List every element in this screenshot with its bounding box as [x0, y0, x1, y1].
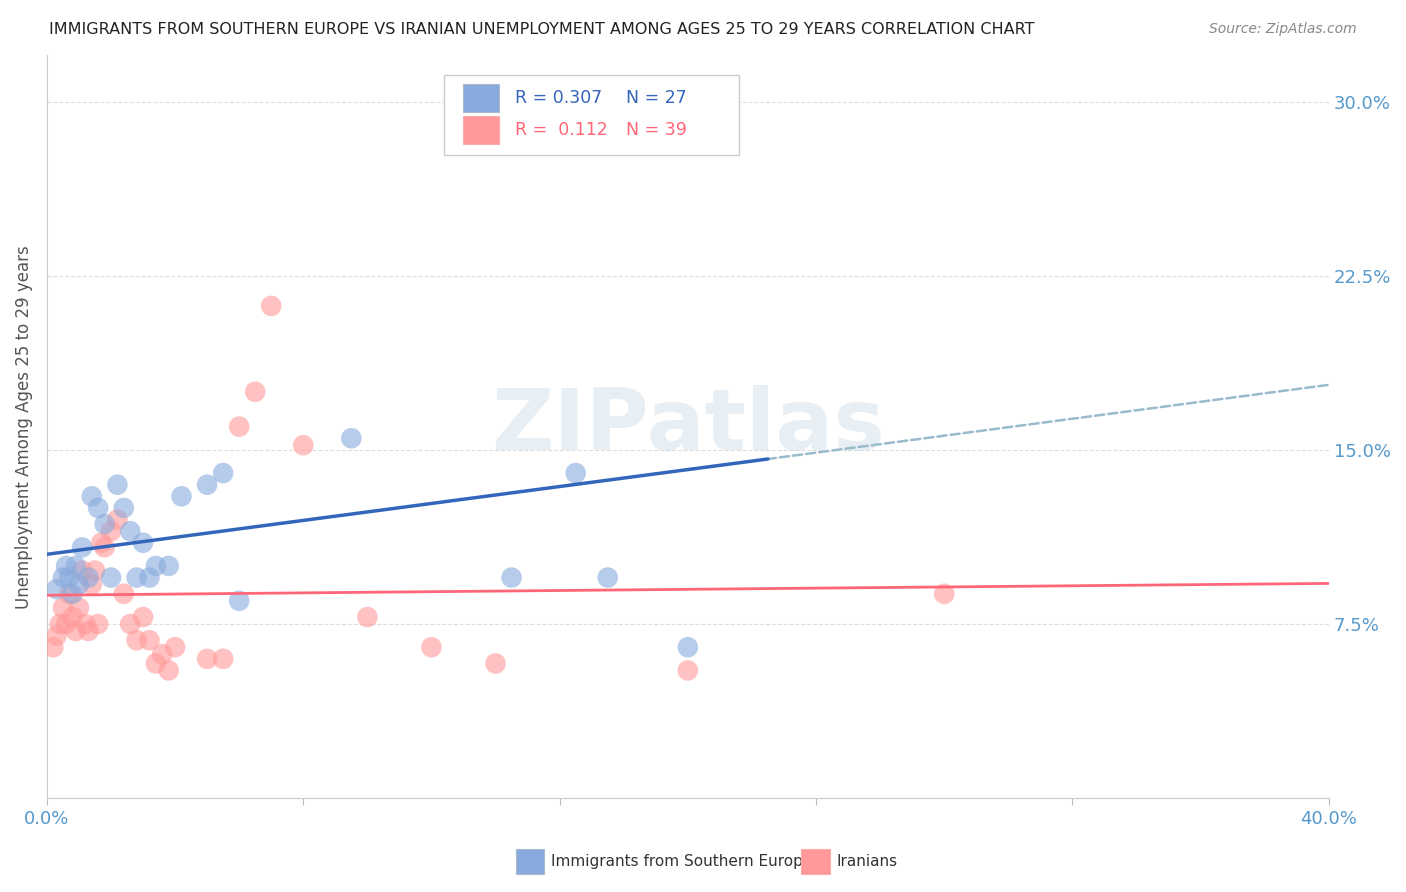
Point — [132, 610, 155, 624]
Point — [420, 640, 443, 655]
Point — [93, 541, 115, 555]
Point — [195, 477, 218, 491]
Point — [45, 582, 67, 597]
Point — [150, 647, 173, 661]
Point — [58, 587, 80, 601]
Y-axis label: Unemployment Among Ages 25 to 29 years: Unemployment Among Ages 25 to 29 years — [15, 244, 32, 608]
Point — [75, 617, 97, 632]
Point — [292, 438, 315, 452]
Text: Immigrants from Southern Europe: Immigrants from Southern Europe — [551, 855, 813, 869]
Point — [48, 617, 70, 632]
Point — [100, 570, 122, 584]
Point — [100, 524, 122, 538]
FancyBboxPatch shape — [444, 75, 740, 155]
Point — [52, 600, 75, 615]
Point — [165, 640, 187, 655]
Point — [228, 419, 250, 434]
Point — [77, 570, 100, 584]
Text: ZIPatlas: ZIPatlas — [491, 385, 884, 468]
Point — [533, 127, 555, 141]
Point — [65, 558, 87, 573]
Point — [212, 466, 235, 480]
Point — [340, 431, 363, 445]
Text: N = 39: N = 39 — [626, 121, 686, 139]
Point — [120, 524, 142, 538]
Point — [501, 570, 523, 584]
Point — [132, 535, 155, 549]
Point — [934, 587, 956, 601]
Point — [87, 617, 110, 632]
Text: R = 0.307: R = 0.307 — [515, 89, 602, 107]
Point — [484, 657, 506, 671]
Point — [70, 564, 93, 578]
Point — [138, 633, 160, 648]
Point — [260, 299, 283, 313]
Point — [157, 558, 180, 573]
Point — [245, 384, 267, 399]
Text: IMMIGRANTS FROM SOUTHERN EUROPE VS IRANIAN UNEMPLOYMENT AMONG AGES 25 TO 29 YEAR: IMMIGRANTS FROM SOUTHERN EUROPE VS IRANI… — [49, 22, 1035, 37]
Point — [87, 500, 110, 515]
Point — [112, 500, 135, 515]
Point — [356, 610, 378, 624]
Point — [45, 629, 67, 643]
FancyBboxPatch shape — [464, 116, 499, 145]
Point — [62, 587, 84, 601]
Point — [564, 466, 586, 480]
Point — [67, 577, 90, 591]
Point — [90, 535, 112, 549]
Point — [55, 558, 77, 573]
Point — [195, 652, 218, 666]
Point — [145, 657, 167, 671]
Point — [596, 570, 619, 584]
Point — [112, 587, 135, 601]
Point — [62, 610, 84, 624]
Point — [52, 570, 75, 584]
Point — [157, 664, 180, 678]
Point — [125, 570, 148, 584]
Point — [67, 600, 90, 615]
Point — [138, 570, 160, 584]
FancyBboxPatch shape — [464, 84, 499, 112]
Point — [105, 477, 128, 491]
Point — [170, 489, 193, 503]
Text: N = 27: N = 27 — [626, 89, 686, 107]
Text: R =  0.112: R = 0.112 — [515, 121, 607, 139]
Point — [77, 624, 100, 638]
Point — [80, 489, 103, 503]
Point — [125, 633, 148, 648]
Point — [676, 664, 699, 678]
Point — [212, 652, 235, 666]
Point — [84, 564, 107, 578]
Point — [70, 541, 93, 555]
Point — [228, 594, 250, 608]
Text: Iranians: Iranians — [837, 855, 897, 869]
Point — [676, 640, 699, 655]
Point — [120, 617, 142, 632]
Point — [145, 558, 167, 573]
Text: Source: ZipAtlas.com: Source: ZipAtlas.com — [1209, 22, 1357, 37]
Point — [93, 517, 115, 532]
Point — [55, 617, 77, 632]
Point — [105, 512, 128, 526]
Point — [42, 640, 65, 655]
Point — [80, 577, 103, 591]
Point — [58, 570, 80, 584]
Point — [65, 624, 87, 638]
